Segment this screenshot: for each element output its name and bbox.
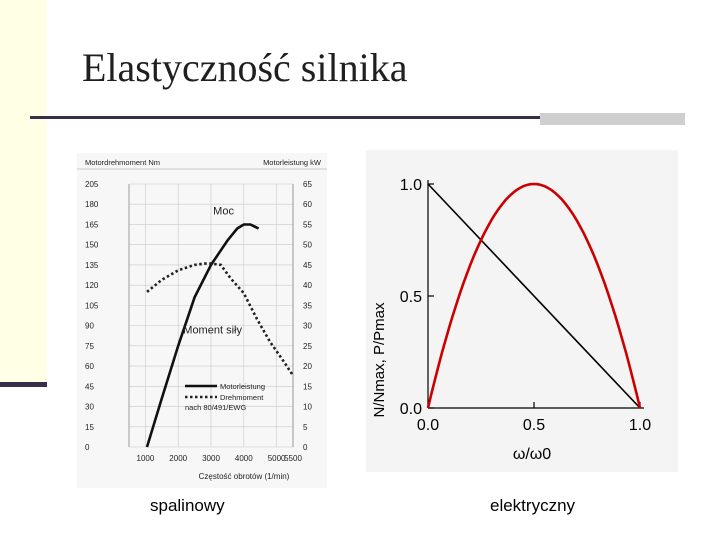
electric-x-tick-label: 1.0 (629, 417, 651, 434)
combustion-chart-legend: Motorleistung Drehmoment nach 80/491/EWG (185, 382, 265, 412)
torque-linear-line (427, 183, 641, 409)
torque-tick-label: 120 (85, 281, 99, 290)
left-decoration-bar (0, 382, 47, 387)
power-tick-label: 10 (303, 403, 312, 412)
electric-y-tick-label: 0.5 (400, 289, 422, 306)
rpm-axis-label: Częstość obrotów (1/min) (199, 472, 290, 481)
power-axis-header: Motorleistung kW (263, 158, 322, 167)
power-tick-label: 20 (303, 362, 312, 371)
electric-x-tick-label: 0.0 (417, 417, 439, 434)
rpm-tick-label: 2000 (169, 454, 187, 463)
torque-tick-label: 30 (85, 403, 94, 412)
torque-tick-label: 205 (85, 180, 99, 189)
electric-x-tick-label: 0.5 (523, 417, 545, 434)
left-decoration-strip (0, 0, 47, 386)
power-tick-label: 15 (303, 382, 312, 391)
power-tick-label: 60 (303, 200, 312, 209)
torque-tick-label: 0 (85, 443, 90, 452)
power-tick-label: 25 (303, 342, 312, 351)
power-tick-label: 55 (303, 220, 312, 229)
rpm-tick-label: 3000 (202, 454, 220, 463)
power-annotation: Moc (213, 205, 234, 217)
title-underline-accent (540, 113, 685, 125)
combustion-chart: Motordrehmoment Nm Motorleistung kW 0 15 3… (77, 153, 327, 488)
slide-title: Elastyczność silnika (82, 45, 408, 90)
torque-tick-label: 135 (85, 261, 99, 270)
caption-electric: elektryczny (490, 496, 576, 515)
electric-y-axis-label: N/Nmax, P/Pmax (371, 302, 388, 418)
rpm-tick-label: 1000 (137, 454, 155, 463)
power-tick-label: 0 (303, 443, 308, 452)
power-tick-label: 40 (303, 281, 312, 290)
power-tick-label: 65 (303, 180, 312, 189)
title-underline (30, 116, 540, 119)
torque-axis-header: Motordrehmoment Nm (85, 158, 160, 167)
rpm-tick-label: 5000 (268, 454, 286, 463)
power-tick-label: 5 (303, 423, 308, 432)
electric-chart: 0.0 0.5 1.0 0.0 0.5 1.0 N/Nmax, P/Pmax ω/ω0 (366, 150, 678, 472)
caption-combustion: spalinowy (150, 496, 225, 515)
torque-tick-label: 90 (85, 322, 94, 331)
power-tick-label: 35 (303, 301, 312, 310)
power-tick-label: 50 (303, 241, 312, 250)
torque-tick-label: 75 (85, 342, 94, 351)
torque-tick-label: 165 (85, 220, 99, 229)
electric-chart-panel: 0.0 0.5 1.0 0.0 0.5 1.0 N/Nmax, P/Pmax ω/ω0 (366, 150, 678, 472)
legend-standard-label: nach 80/491/EWG (185, 403, 246, 412)
rpm-tick-label: 5500 (284, 454, 302, 463)
legend-power-label: Motorleistung (220, 382, 265, 391)
legend-torque-label: Drehmoment (220, 393, 264, 402)
rpm-tick-label: 4000 (235, 454, 253, 463)
torque-tick-label: 180 (85, 200, 99, 209)
power-parabola-curve (426, 182, 642, 409)
power-tick-label: 45 (303, 261, 312, 270)
torque-tick-label: 15 (85, 423, 94, 432)
power-curve (145, 223, 260, 448)
torque-tick-label: 105 (85, 301, 99, 310)
torque-tick-label: 150 (85, 241, 99, 250)
torque-annotation: Moment siły (183, 325, 242, 337)
combustion-chart-panel: Motordrehmoment Nm Motorleistung kW 0 15 3… (77, 153, 327, 488)
electric-x-axis-label: ω/ω0 (513, 446, 551, 463)
electric-y-tick-label: 0.0 (400, 401, 422, 418)
torque-tick-label: 60 (85, 362, 94, 371)
torque-tick-label: 45 (85, 382, 94, 391)
electric-y-tick-label: 1.0 (400, 177, 422, 194)
power-tick-label: 30 (303, 322, 312, 331)
torque-curve (146, 262, 295, 377)
